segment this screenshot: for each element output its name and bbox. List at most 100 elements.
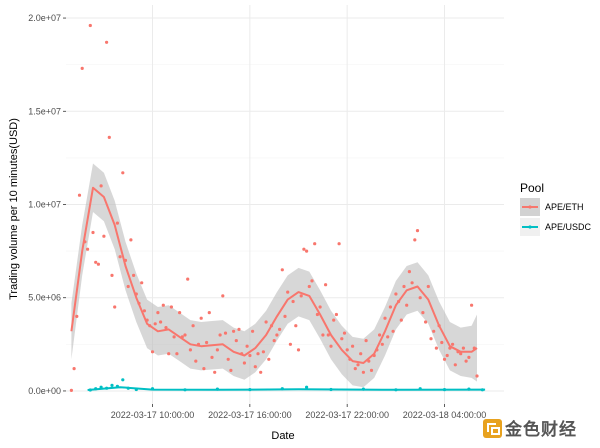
data-point xyxy=(199,316,203,320)
data-point xyxy=(183,333,187,337)
data-point xyxy=(434,346,438,350)
data-point xyxy=(440,340,444,345)
data-point xyxy=(461,346,465,350)
data-point xyxy=(110,273,114,277)
data-point xyxy=(226,357,230,361)
data-point xyxy=(391,329,395,333)
data-point xyxy=(410,281,414,285)
data-point xyxy=(418,296,422,300)
data-point xyxy=(324,283,328,287)
smooth-line xyxy=(70,186,478,364)
watermark-logo-icon xyxy=(483,419,502,438)
data-point xyxy=(326,333,330,337)
data-point xyxy=(467,355,471,359)
data-point xyxy=(72,367,76,371)
data-point xyxy=(426,284,430,289)
x-tick-label: 2022-03-17 16:00:00 xyxy=(208,410,292,420)
data-point xyxy=(321,333,325,337)
data-point xyxy=(313,242,317,246)
data-point xyxy=(388,305,392,309)
data-point xyxy=(253,365,257,369)
legend-key-point xyxy=(528,225,532,229)
x-axis-ticks: 2022-03-17 10:00:00 2022-03-17 16:00:00 20… xyxy=(111,404,487,420)
data-point xyxy=(337,242,341,246)
data-point xyxy=(113,305,117,309)
data-point xyxy=(275,333,279,337)
data-point xyxy=(421,311,425,315)
data-point xyxy=(429,337,433,341)
data-point xyxy=(132,273,136,277)
data-point xyxy=(205,340,209,345)
data-point xyxy=(261,350,265,354)
data-point xyxy=(188,348,192,352)
data-point xyxy=(424,320,428,324)
data-point xyxy=(150,350,155,354)
data-point xyxy=(142,309,146,313)
data-point xyxy=(307,284,311,289)
data-point xyxy=(175,352,179,356)
data-point xyxy=(399,318,403,322)
data-point xyxy=(191,324,195,328)
data-point xyxy=(318,305,322,309)
data-point xyxy=(256,352,260,356)
data-point xyxy=(218,333,222,337)
data-point xyxy=(159,320,163,324)
data-point xyxy=(251,329,255,333)
x-tick-label: 2022-03-18 04:00:00 xyxy=(403,410,487,420)
data-point xyxy=(110,383,114,387)
data-point xyxy=(315,312,319,317)
y-tick-label: 1.5e+07 xyxy=(28,106,61,116)
data-point xyxy=(245,344,249,348)
data-point xyxy=(99,184,103,188)
data-point xyxy=(442,357,447,361)
data-point xyxy=(186,277,190,281)
data-point xyxy=(77,193,82,197)
data-point xyxy=(296,348,301,352)
data-point xyxy=(378,333,382,337)
data-point xyxy=(345,348,349,352)
y-tick-label: 5.0e+06 xyxy=(28,293,61,303)
data-point xyxy=(356,363,360,367)
data-point xyxy=(267,357,271,361)
data-point xyxy=(340,337,344,341)
data-point xyxy=(334,312,338,317)
data-point xyxy=(107,135,111,139)
legend-key-point xyxy=(528,205,532,209)
data-point xyxy=(88,23,92,28)
data-point xyxy=(229,368,233,372)
data-point xyxy=(223,331,228,335)
data-point xyxy=(359,352,363,356)
legend-title: Pool xyxy=(520,181,544,195)
x-tick-label: 2022-03-17 10:00:00 xyxy=(111,410,195,420)
data-point xyxy=(464,359,468,363)
data-point xyxy=(172,335,176,339)
data-point xyxy=(96,262,100,266)
data-point xyxy=(364,339,368,343)
data-point xyxy=(167,352,171,356)
data-point xyxy=(164,326,168,330)
data-point xyxy=(259,370,263,374)
data-point xyxy=(305,385,309,389)
data-point xyxy=(283,314,287,318)
data-point xyxy=(202,367,206,371)
data-point xyxy=(194,359,198,363)
x-axis-title: Date xyxy=(271,430,294,442)
data-point xyxy=(369,368,374,372)
y-tick-label: 1.0e+07 xyxy=(28,200,61,210)
data-point xyxy=(286,290,290,294)
data-point xyxy=(169,305,173,309)
data-point xyxy=(161,303,165,307)
data-point xyxy=(288,342,292,346)
legend-item: APE/ETH xyxy=(520,198,584,216)
legend-item: APE/USDC xyxy=(520,218,592,236)
data-point xyxy=(475,374,479,378)
data-point xyxy=(386,335,390,339)
data-point xyxy=(394,292,398,296)
data-point xyxy=(248,353,252,358)
y-axis-title: Trading volume per 10 minutes(USD) xyxy=(8,118,20,300)
data-point xyxy=(407,270,411,274)
data-point xyxy=(121,171,125,175)
data-point xyxy=(445,353,449,358)
data-point xyxy=(213,370,217,374)
data-point xyxy=(115,221,119,225)
